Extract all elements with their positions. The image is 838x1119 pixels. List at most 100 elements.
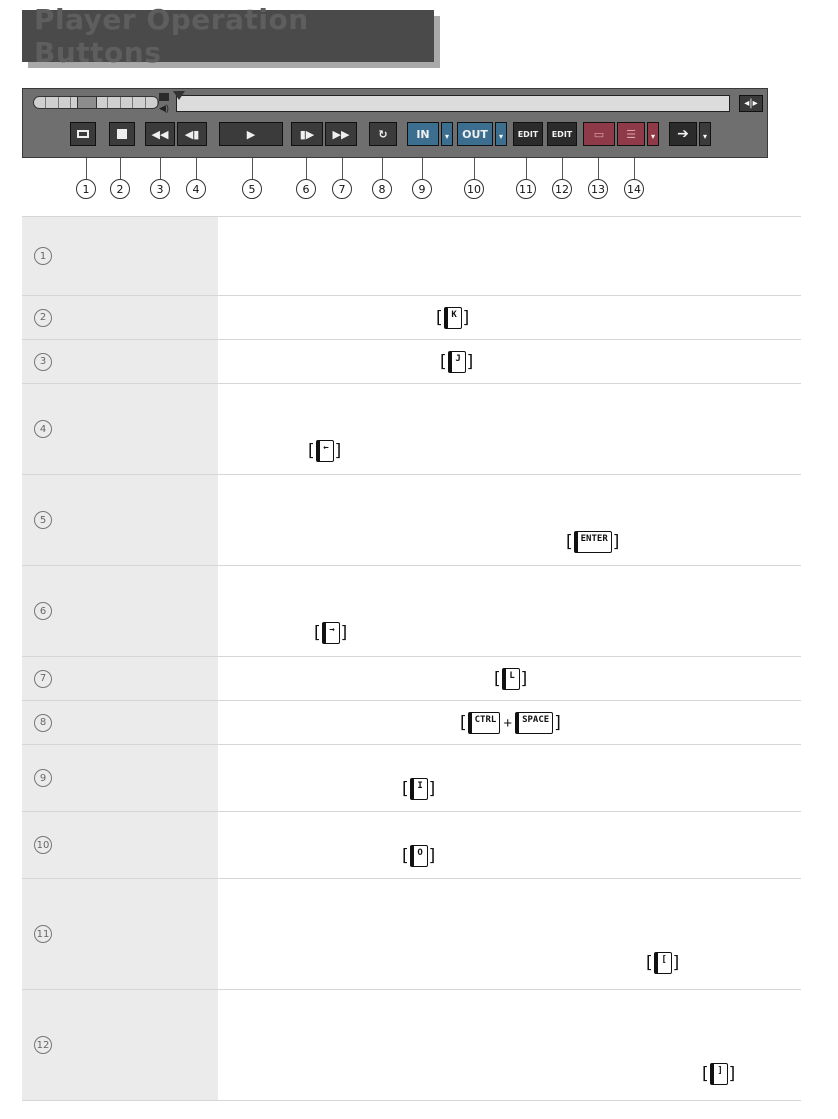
keycap-icon: K [443, 307, 462, 329]
title-box: Player Operation Buttons [22, 3, 434, 69]
audio-icon[interactable]: ◀) [157, 93, 171, 113]
bracket-open: [ [436, 308, 443, 328]
table-row: 2 [K] [22, 296, 801, 340]
number-leader-line [86, 158, 87, 179]
bracket-close: ] [428, 846, 436, 866]
bracket-close: ] [520, 669, 528, 689]
row-number: 6 [34, 602, 52, 620]
sequence-menu-button[interactable]: ☰ [617, 122, 645, 146]
number-leader-line [342, 158, 343, 179]
shortcut-key: [O] [402, 845, 435, 867]
page-title: Player Operation Buttons [34, 3, 309, 69]
mark-in-button[interactable]: IN [407, 122, 439, 146]
export-icon: ➔ [677, 126, 689, 142]
table-row: 5 [ENTER] [22, 475, 801, 566]
mark-out-button[interactable]: OUT [457, 122, 493, 146]
number-leader-line [306, 158, 307, 179]
bracket-open: [ [494, 669, 501, 689]
row-label-cell: 6 [22, 566, 218, 656]
mark-out-dropdown[interactable]: ▾ [495, 122, 507, 146]
shuttle-slider-knob[interactable] [77, 96, 97, 109]
shortcut-key: [L] [494, 668, 527, 690]
timeline-zoom-button[interactable]: ◂|▸ [739, 95, 763, 112]
button-number-2: 2 [110, 179, 130, 199]
step-forward-button[interactable]: ▮▶ [291, 122, 323, 146]
bracket-open: [ [402, 779, 409, 799]
row-label-cell: 5 [22, 475, 218, 565]
keycap-icon: O [409, 845, 428, 867]
number-leader-line [160, 158, 161, 179]
number-leader-line [120, 158, 121, 179]
shortcut-key: [CTRL + SPACE] [460, 712, 561, 734]
keycap-icon: ] [709, 1063, 728, 1085]
shortcut-key: [K] [436, 307, 469, 329]
row-label-cell: 7 [22, 657, 218, 700]
bracket-open: [ [314, 623, 321, 643]
row-label-cell: 10 [22, 812, 218, 878]
button-number-7: 7 [332, 179, 352, 199]
shortcut-key: [→] [314, 622, 347, 644]
keycap-icon: [ [653, 952, 672, 974]
row-number: 11 [34, 925, 52, 943]
play-button[interactable]: ▶ [219, 122, 283, 146]
table-row: 10 [O] [22, 812, 801, 879]
keycap-icon: ENTER [573, 531, 612, 553]
timeline-bar[interactable] [176, 95, 730, 112]
shortcut-key: [I] [402, 778, 435, 800]
bracket-open: [ [646, 953, 653, 973]
section-title-banner: Player Operation Buttons [22, 3, 442, 69]
export-dropdown[interactable]: ▾ [699, 122, 711, 146]
keycap-icon: SPACE [515, 712, 554, 734]
step-back-button[interactable]: ◀▮ [177, 122, 207, 146]
loop-mode-button[interactable] [70, 122, 96, 146]
button-number-1: 1 [76, 179, 96, 199]
number-leader-line [252, 158, 253, 179]
rewind-button[interactable]: ◀◀ [145, 122, 175, 146]
number-leader-line [526, 158, 527, 179]
loop-play-button[interactable]: ↻ [369, 122, 397, 146]
bracket-open: [ [702, 1064, 709, 1084]
number-leader-line [196, 158, 197, 179]
fast-forward-button[interactable]: ▶▶ [325, 122, 357, 146]
number-leader-line [598, 158, 599, 179]
button-number-14: 14 [624, 179, 644, 199]
bracket-open: [ [566, 532, 573, 552]
row-number: 9 [34, 769, 52, 787]
stop-button[interactable] [109, 122, 135, 146]
number-leader-line [422, 158, 423, 179]
bracket-open: [ [308, 441, 315, 461]
edit-insert-button[interactable]: EDIT [513, 122, 543, 146]
edit-overwrite-button[interactable]: EDIT [547, 122, 577, 146]
row-label-cell: 2 [22, 296, 218, 339]
mark-in-dropdown[interactable]: ▾ [441, 122, 453, 146]
export-button[interactable]: ➔ [669, 122, 697, 146]
number-leader-line [382, 158, 383, 179]
row-number: 8 [34, 713, 52, 732]
table-row: 11 [[] [22, 879, 801, 990]
bracket-close: ] [340, 623, 348, 643]
row-number: 5 [34, 511, 52, 529]
table-row: 4 [←] [22, 384, 801, 475]
shortcut-key: [←] [308, 440, 341, 462]
row-label-cell: 4 [22, 384, 218, 474]
sequence-menu-dropdown[interactable]: ▾ [647, 122, 659, 146]
button-number-8: 8 [372, 179, 392, 199]
row-number: 7 [34, 669, 52, 688]
button-description-table: 1 2[K] 3[J] 4[←] 5[ENTER] 6[→] 7[L] 8[CTRL + SPAC… [22, 216, 801, 1101]
add-to-bin-button[interactable]: ▭ [583, 122, 615, 146]
button-number-4: 4 [186, 179, 206, 199]
row-label-cell: 8 [22, 701, 218, 744]
table-row: 1 [22, 217, 801, 296]
table-row: 7 [L] [22, 657, 801, 701]
key-plus: + [503, 714, 513, 732]
timeline-marker-icon[interactable] [173, 91, 185, 100]
bracket-open: [ [460, 713, 467, 733]
row-number: 3 [34, 352, 52, 371]
button-number-10: 10 [464, 179, 484, 199]
bracket-open: [ [402, 846, 409, 866]
keycap-icon: I [409, 778, 428, 800]
player-toolbar: ◀) ◂|▸ ◀◀ ◀▮ ▶ ▮▶ ▶▶ ↻ IN ▾ OUT ▾ EDIT E… [22, 88, 768, 158]
row-label-cell: 9 [22, 745, 218, 811]
keycap-icon: ← [315, 440, 334, 462]
table-row: 9 [I] [22, 745, 801, 812]
